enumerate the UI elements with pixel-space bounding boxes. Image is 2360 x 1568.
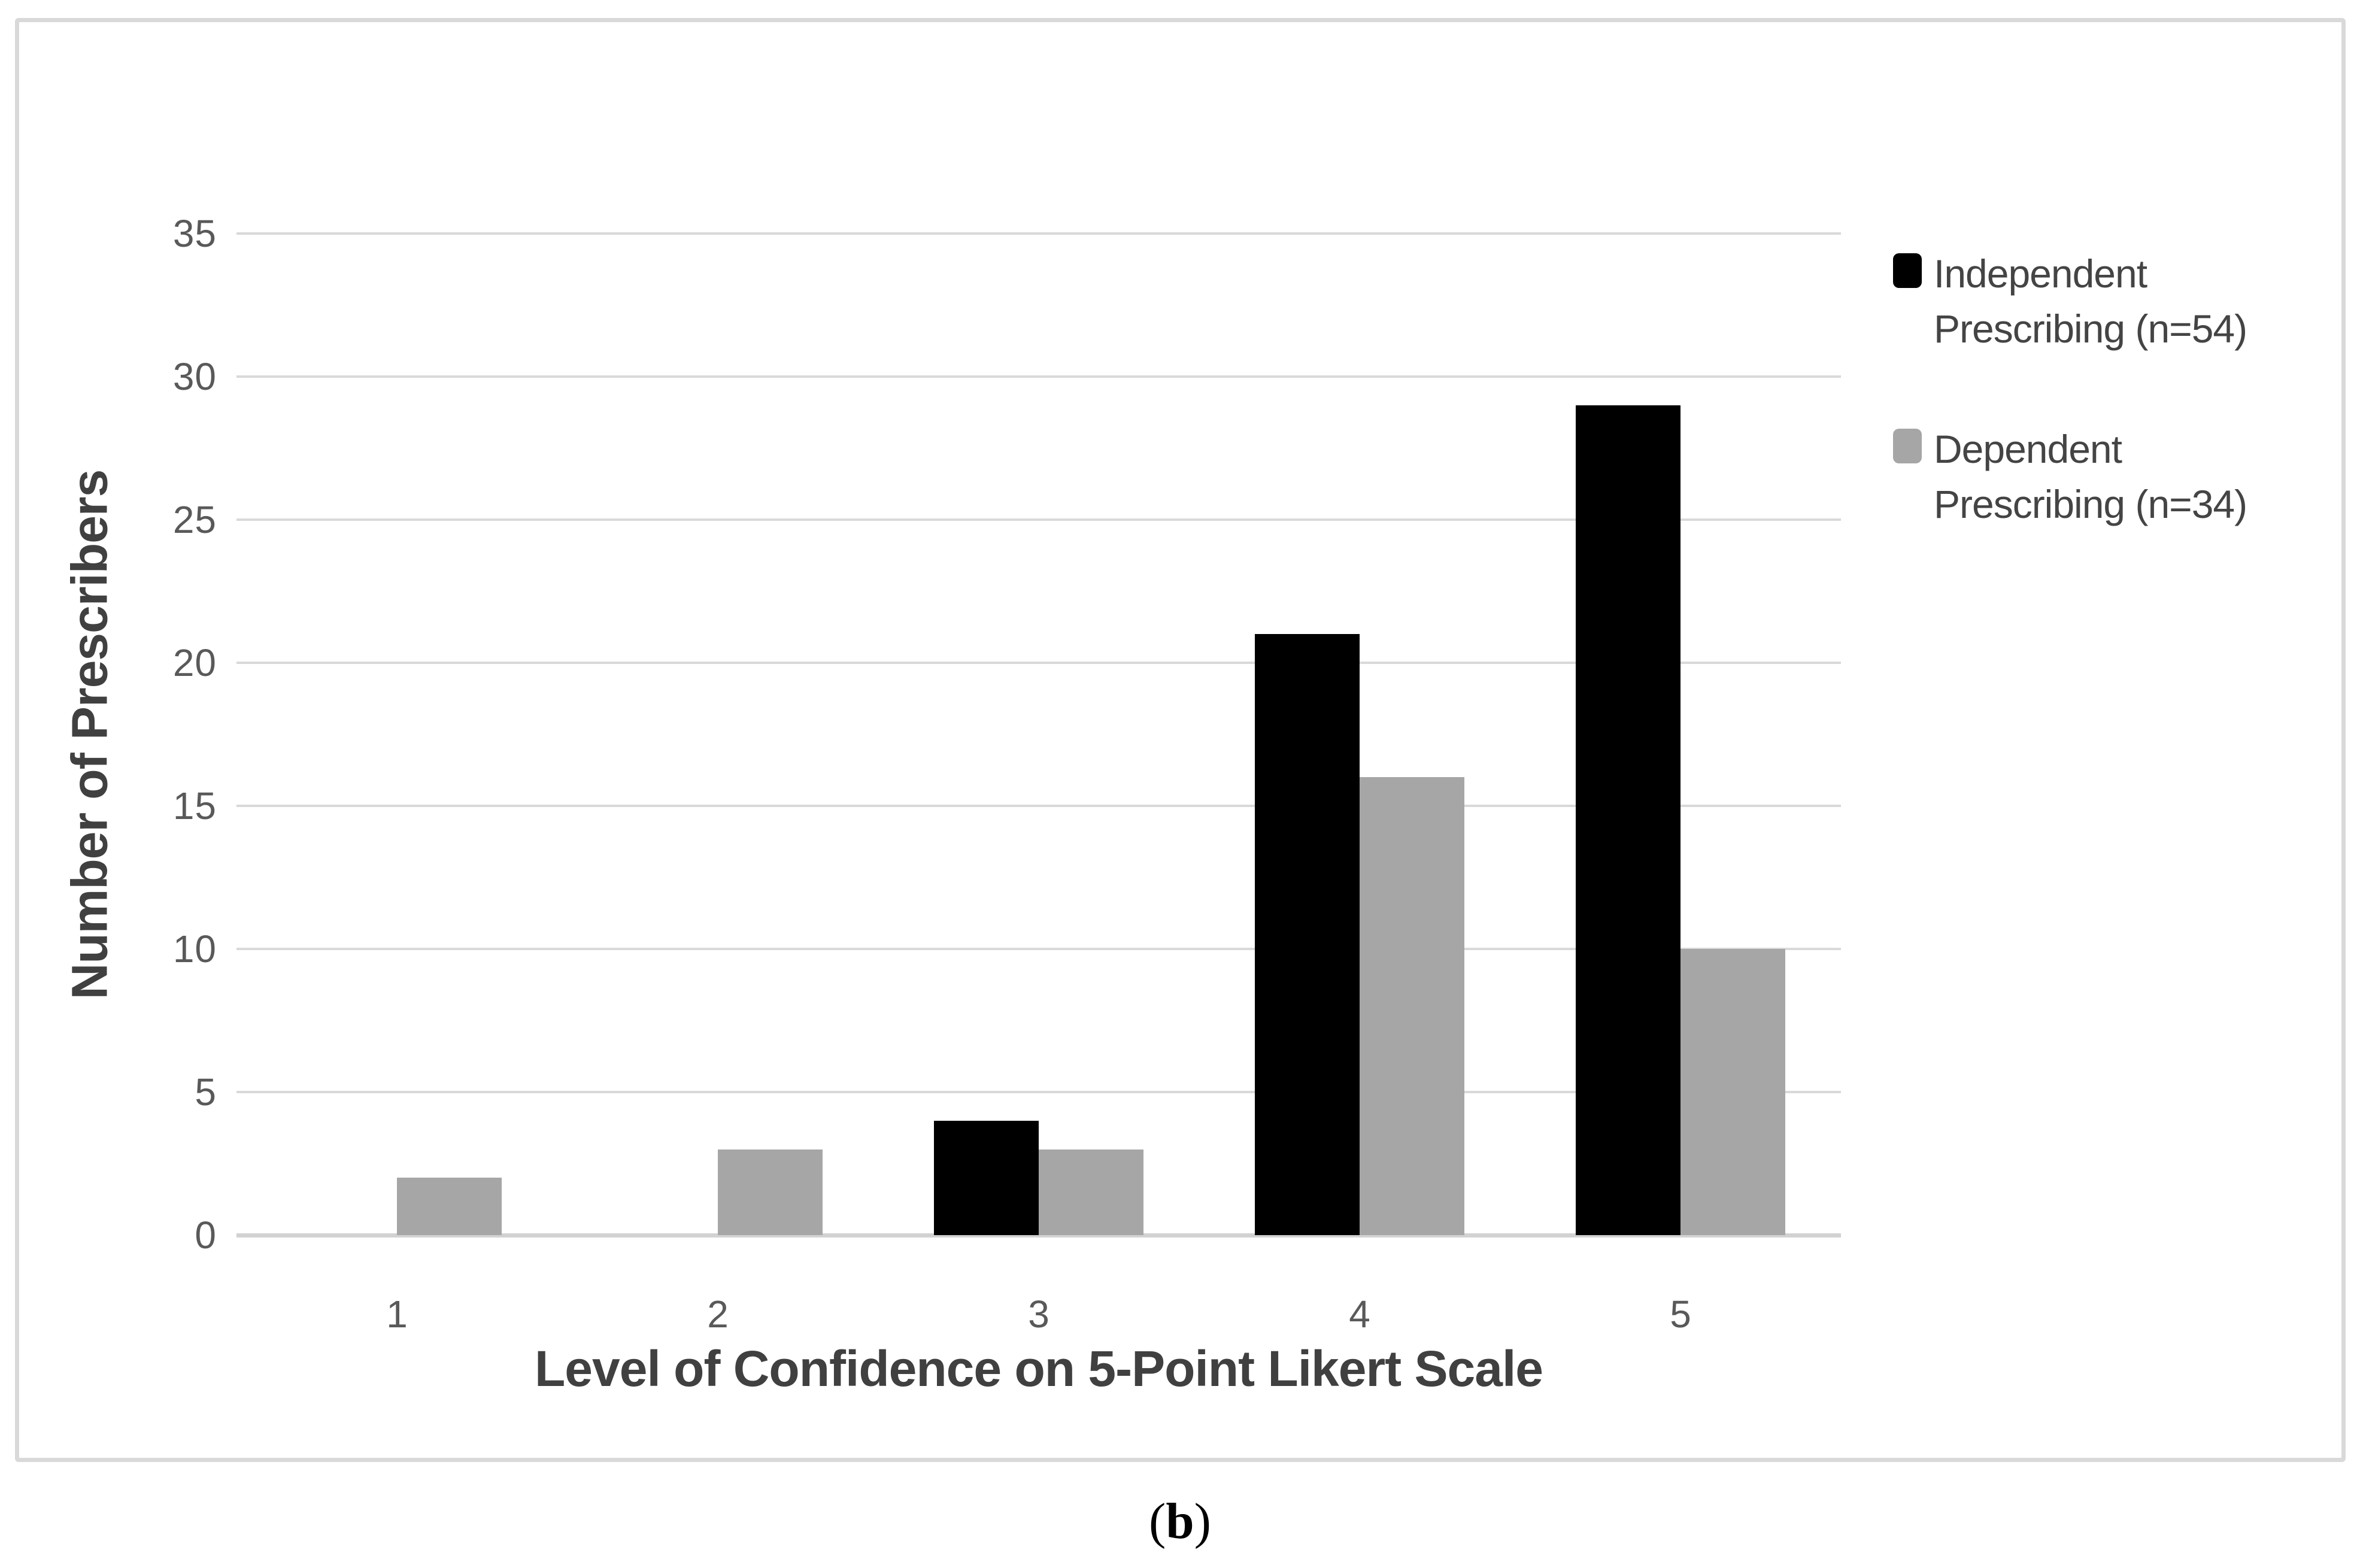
y-axis-title: Number of Prescribers [61, 469, 118, 1000]
y-tick-label-25: 25 [172, 498, 217, 541]
legend-swatch-dependent [1893, 429, 1922, 463]
bar-dependent-cat3 [1039, 1149, 1143, 1235]
caption-open-paren: ( [1149, 1493, 1166, 1549]
gridline-y-20 [236, 662, 1841, 664]
gridline-y-5 [236, 1091, 1841, 1093]
category-label-2: 2 [707, 1293, 729, 1336]
x-axis-line [236, 1233, 1841, 1238]
y-tick-label-0: 0 [195, 1214, 217, 1257]
figure-caption: (b) [0, 1492, 2360, 1551]
bar-dependent-cat5 [1680, 949, 1785, 1235]
bar-dependent-cat1 [397, 1178, 502, 1235]
legend-swatch-independent [1893, 253, 1922, 288]
gridline-y-25 [236, 518, 1841, 521]
category-label-3: 3 [1028, 1293, 1049, 1336]
y-tick-label-10: 10 [172, 927, 217, 970]
x-axis-title: Level of Confidence on 5-Point Likert Sc… [534, 1340, 1543, 1397]
gridline-y-15 [236, 805, 1841, 807]
caption-letter: b [1166, 1493, 1194, 1549]
y-tick-label-30: 30 [172, 355, 217, 398]
gridline-y-35 [236, 232, 1841, 235]
y-tick-label-35: 35 [172, 212, 217, 255]
category-label-1: 1 [386, 1293, 408, 1336]
legend-label: Independent Prescribing (n=54) [1934, 251, 2247, 351]
bar-dependent-cat4 [1360, 777, 1464, 1235]
caption-close-paren: ) [1194, 1493, 1211, 1549]
bar-independent-cat3 [934, 1120, 1039, 1235]
plot-area [236, 232, 1841, 1238]
y-tick-label-15: 15 [172, 784, 217, 827]
legend-label: Dependent Prescribing (n=34) [1934, 427, 2247, 526]
gridline-y-30 [236, 375, 1841, 378]
bar-dependent-cat2 [718, 1149, 823, 1235]
y-tick-label-20: 20 [172, 641, 217, 684]
gridline-y-10 [236, 948, 1841, 950]
category-label-5: 5 [1670, 1293, 1691, 1336]
y-tick-label-5: 5 [195, 1070, 217, 1114]
bar-independent-cat5 [1576, 405, 1680, 1235]
bar-independent-cat4 [1255, 634, 1360, 1235]
category-label-4: 4 [1349, 1293, 1370, 1336]
